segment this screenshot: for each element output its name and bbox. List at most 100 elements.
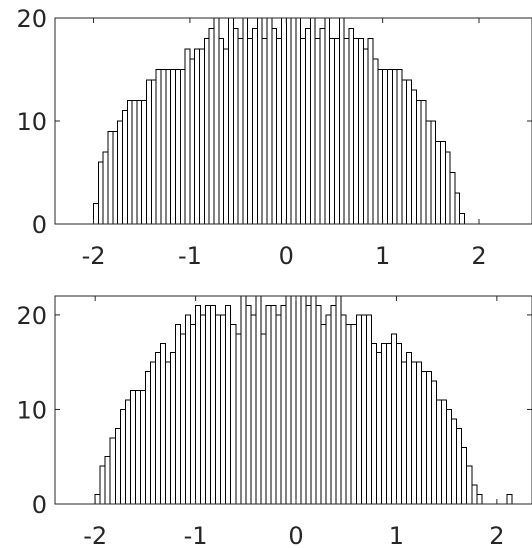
- histogram-bar: [149, 361, 156, 505]
- histogram-bar: [358, 38, 364, 225]
- histogram-bar: [134, 390, 141, 505]
- histogram-bar: [405, 352, 412, 505]
- histogram-bar: [185, 314, 192, 505]
- histogram-bar: [300, 295, 307, 505]
- x-tick-label: -2: [82, 242, 106, 270]
- histogram-bar: [146, 79, 152, 225]
- histogram-bar: [305, 27, 311, 225]
- histogram-bar: [449, 172, 456, 225]
- histogram-bar: [195, 304, 202, 505]
- histogram-bar: [150, 79, 157, 225]
- histogram-bar: [329, 38, 335, 225]
- histogram-bar: [227, 17, 234, 225]
- histogram-bar: [375, 352, 382, 505]
- histogram-bar: [290, 295, 297, 505]
- histogram-bar: [416, 361, 423, 505]
- histogram-bar: [333, 38, 340, 225]
- histogram-bar: [102, 151, 109, 225]
- histogram-bar: [367, 38, 374, 225]
- histogram-bar: [410, 361, 418, 505]
- histogram-bar: [466, 465, 473, 505]
- histogram-bar: [104, 456, 111, 505]
- x-tick-label: 1: [375, 242, 390, 270]
- histogram-bar: [189, 58, 196, 225]
- histogram-bar: [180, 333, 187, 505]
- histogram-bar: [203, 38, 210, 225]
- histogram-bar: [380, 342, 387, 505]
- histogram-bar: [131, 99, 138, 225]
- histogram-bar: [295, 17, 302, 225]
- histogram-bar: [335, 295, 342, 505]
- histogram-bar: [319, 27, 326, 225]
- histogram-bar: [406, 79, 413, 225]
- histogram-bar: [426, 371, 433, 505]
- histogram-bar: [139, 390, 146, 505]
- histogram-bar: [451, 418, 458, 505]
- histogram-bar: [265, 304, 272, 505]
- histogram-bar: [164, 361, 171, 505]
- histogram-bar: [431, 380, 438, 505]
- x-tick-label: 0: [288, 522, 303, 548]
- x-tick-label: 0: [279, 242, 294, 270]
- histogram-bar: [353, 38, 360, 225]
- histogram-bar: [370, 342, 377, 505]
- histogram-bar: [400, 361, 407, 505]
- histogram-bar: [114, 427, 121, 505]
- x-tick-label: -2: [83, 522, 107, 548]
- histogram-bar: [295, 295, 302, 505]
- histogram-bar: [170, 69, 176, 225]
- histogram-bar: [446, 408, 453, 505]
- histogram-bar: [261, 38, 268, 225]
- histogram-bar: [165, 69, 172, 225]
- histogram-bar: [119, 408, 126, 505]
- histogram-bar: [459, 213, 466, 225]
- histogram-bar: [97, 161, 104, 225]
- histogram-bar: [174, 69, 181, 225]
- histogram-bar: [390, 333, 397, 505]
- histogram-bar: [377, 69, 384, 225]
- x-tick-label: 1: [389, 522, 404, 548]
- histogram-bar: [314, 38, 321, 225]
- histogram-bar: [275, 314, 282, 505]
- histogram-bar: [247, 38, 254, 225]
- histogram-bar: [155, 69, 162, 225]
- histogram-bar: [126, 99, 133, 225]
- histogram-bar: [215, 314, 222, 505]
- y-tick-label: 10: [16, 108, 47, 136]
- x-tick-label: -1: [184, 522, 208, 548]
- histogram-bar: [355, 314, 362, 505]
- histogram-bar: [200, 314, 207, 505]
- histogram-bar: [136, 99, 143, 225]
- x-tick-label: 2: [471, 242, 486, 270]
- histogram-bar: [129, 390, 136, 505]
- x-tick-label: 2: [489, 522, 504, 548]
- histogram-bar: [252, 27, 258, 225]
- histogram-bar: [184, 48, 191, 225]
- histogram-bar: [99, 465, 106, 505]
- histogram-bar: [230, 323, 237, 505]
- histogram-bar: [396, 69, 403, 225]
- histogram-bar: [199, 48, 205, 225]
- y-tick-label: 20: [16, 5, 47, 33]
- histogram-bar: [208, 27, 215, 225]
- histogram-bar: [159, 342, 166, 505]
- histogram-bar: [348, 27, 355, 225]
- histogram-bar: [94, 494, 101, 505]
- histogram-bar: [237, 38, 244, 225]
- histogram-bar: [325, 314, 332, 505]
- histogram-bar: [93, 202, 99, 225]
- histogram-bar: [420, 99, 427, 225]
- histogram-bar: [169, 352, 176, 505]
- histogram-bar: [213, 17, 220, 225]
- histogram-bar: [245, 304, 252, 505]
- axes-frame: [54, 295, 532, 505]
- histogram-bar: [285, 295, 292, 505]
- histogram-bar: [240, 295, 247, 505]
- histogram-bar: [441, 399, 448, 505]
- histogram-bar: [124, 399, 131, 505]
- histogram-bar: [444, 151, 451, 225]
- histogram-bar: [401, 79, 408, 225]
- histogram-bar: [310, 295, 317, 505]
- histogram-bar: [112, 130, 119, 225]
